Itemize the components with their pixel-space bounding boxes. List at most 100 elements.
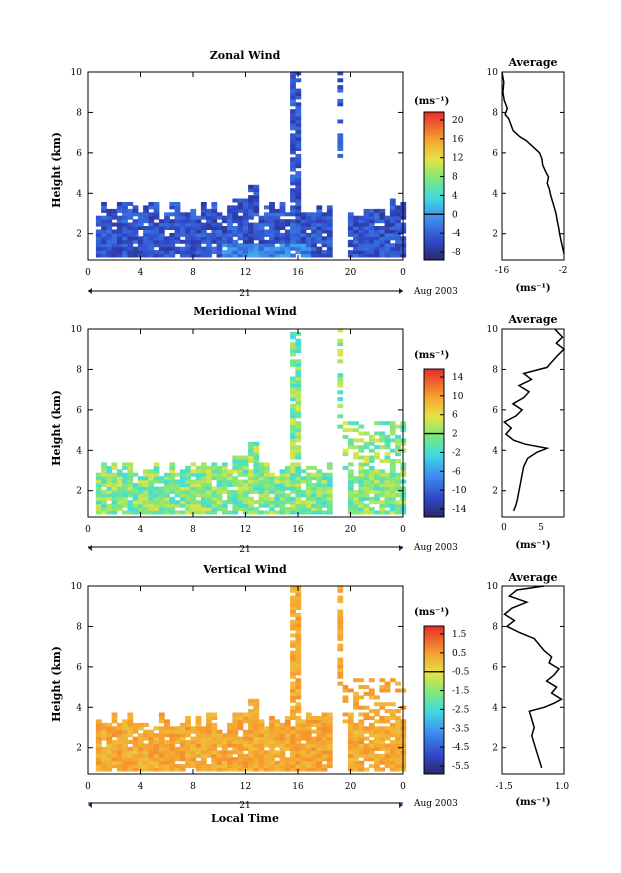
heatmap-cell — [232, 493, 239, 498]
heatmap-cell — [368, 212, 375, 217]
heatmap-cell — [337, 383, 344, 388]
heatmap-cell — [279, 208, 286, 213]
heatmap-cell — [337, 133, 344, 138]
heatmap-cell — [358, 226, 365, 230]
heatmap-cell — [274, 489, 281, 494]
heatmap-cell — [316, 719, 323, 724]
heatmap-cell — [206, 750, 212, 755]
heatmap-cell — [232, 764, 239, 769]
heatmap-cell — [290, 585, 296, 590]
heatmap-cell — [132, 736, 139, 741]
heatmap-cell — [358, 469, 365, 474]
heatmap-cell — [101, 722, 107, 727]
heatmap-cell — [143, 226, 149, 230]
heatmap-cell — [368, 243, 375, 248]
heatmap-cell — [211, 472, 218, 477]
heatmap-cell — [290, 174, 296, 179]
heatmap-cell — [122, 215, 128, 220]
heatmap-cell — [169, 743, 176, 748]
heatmap-cell — [305, 740, 312, 744]
heatmap-cell — [305, 503, 312, 508]
heatmap-cell — [111, 719, 118, 724]
heatmap-cell — [290, 712, 296, 717]
heatmap-cell — [206, 746, 212, 751]
heatmap-cell — [290, 140, 296, 145]
heatmap-cell — [263, 462, 270, 467]
heatmap-cell — [106, 222, 113, 227]
heatmap-cell — [143, 767, 149, 772]
heatmap-cell — [242, 219, 249, 224]
heatmap-cell — [253, 253, 260, 258]
heatmap-cell — [342, 428, 349, 433]
heatmap-cell — [290, 119, 296, 124]
colorbar-segment — [424, 640, 444, 644]
heatmap-cell — [164, 243, 170, 248]
heatmap-cell — [368, 510, 375, 515]
heatmap-cell — [300, 719, 307, 724]
heatmap-cell — [143, 493, 149, 498]
heatmap-cell — [116, 239, 123, 244]
y-tick-label: 6 — [76, 149, 82, 159]
heatmap-cell — [185, 510, 191, 515]
heatmap-cell — [185, 757, 191, 762]
heatmap-cell — [363, 750, 370, 755]
heatmap-cell — [290, 236, 296, 241]
meridional-day-label: 21 — [239, 545, 250, 555]
heatmap-cell — [384, 709, 391, 714]
heatmap-cell — [347, 489, 354, 494]
heatmap-cell — [358, 764, 365, 769]
heatmap-cell — [116, 483, 123, 487]
heatmap-cell — [206, 486, 212, 491]
heatmap-cell — [290, 421, 296, 426]
heatmap-cell — [190, 212, 197, 217]
heatmap-cell — [269, 219, 275, 224]
heatmap-cell — [311, 476, 317, 481]
heatmap-cell — [190, 469, 197, 474]
heatmap-cell — [311, 729, 317, 734]
colorbar-tick-label: -0.5 — [452, 668, 470, 678]
heatmap-cell — [311, 496, 317, 501]
heatmap-cell — [337, 98, 344, 103]
heatmap-cell — [127, 712, 134, 717]
meridional-avg-xtick-left: 0 — [501, 523, 507, 533]
heatmap-cell — [290, 500, 296, 505]
heatmap-cell — [269, 226, 275, 230]
heatmap-cell — [127, 729, 134, 734]
heatmap-cell — [316, 493, 323, 498]
heatmap-cell — [295, 685, 302, 690]
heatmap-cell — [290, 750, 296, 755]
heatmap-cell — [179, 250, 186, 255]
heatmap-cell — [221, 253, 228, 258]
heatmap-cell — [279, 757, 286, 762]
heatmap-cell — [169, 243, 176, 248]
heatmap-cell — [122, 746, 128, 751]
heatmap-cell — [290, 612, 296, 617]
heatmap-cell — [279, 246, 286, 251]
heatmap-cell — [227, 469, 233, 474]
heatmap-cell — [295, 678, 302, 683]
heatmap-cell — [232, 510, 239, 515]
heatmap-cell — [174, 486, 181, 491]
y-tick-label: 2 — [76, 744, 82, 754]
heatmap-cell — [127, 208, 134, 213]
heatmap-cell — [143, 486, 149, 491]
heatmap-cell — [153, 232, 160, 237]
colorbar-segment — [424, 697, 444, 701]
y-tick-label: 4 — [76, 189, 82, 199]
heatmap-cell — [368, 455, 375, 460]
heatmap-cell — [137, 736, 144, 741]
heatmap-cell — [253, 489, 260, 494]
heatmap-cell — [326, 743, 333, 748]
heatmap-cell — [179, 212, 186, 217]
heatmap-cell — [279, 753, 286, 758]
heatmap-cell — [290, 136, 296, 141]
heatmap-cell — [316, 219, 323, 224]
heatmap-cell — [379, 212, 386, 217]
heatmap-cell — [237, 503, 244, 508]
heatmap-cell — [122, 229, 128, 234]
heatmap-cell — [253, 205, 260, 210]
colorbar-segment — [424, 205, 444, 209]
heatmap-cell — [274, 764, 281, 769]
heatmap-cell — [185, 226, 191, 230]
heatmap-cell — [353, 705, 359, 710]
